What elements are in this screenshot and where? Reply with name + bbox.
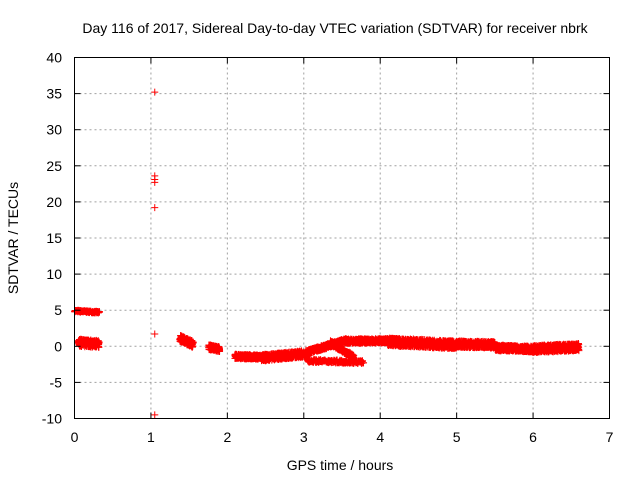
x-tick-label: 4: [376, 429, 384, 445]
x-tick-label: 6: [529, 429, 537, 445]
chart-title: Day 116 of 2017, Sidereal Day-to-day VTE…: [82, 20, 588, 36]
outlier-point: [151, 178, 159, 186]
outlier-point: [151, 411, 159, 419]
y-tick-label: 15: [46, 230, 62, 246]
outlier-point: [151, 330, 159, 338]
y-tick-label: 30: [46, 122, 62, 138]
outlier-point: [151, 204, 159, 212]
data-point: [215, 347, 223, 355]
data-point: [575, 341, 583, 349]
y-axis-label: SDTVAR / TECUs: [5, 182, 21, 294]
x-axis-label: GPS time / hours: [287, 457, 394, 473]
x-tick-label: 0: [71, 429, 79, 445]
y-tick-label: 0: [54, 338, 62, 354]
data-points: [71, 88, 583, 419]
y-tick-label: -5: [50, 374, 63, 390]
outlier-point: [151, 88, 159, 96]
data-point: [360, 359, 368, 367]
y-tick-label: 35: [46, 86, 62, 102]
y-tick-label: 25: [46, 158, 62, 174]
x-tick-label: 2: [223, 429, 231, 445]
data-point: [95, 339, 103, 347]
data-point: [188, 343, 196, 351]
y-tick-label: 5: [54, 302, 62, 318]
y-tick-label: -10: [42, 411, 62, 427]
axis-ticks: [74, 57, 610, 419]
data-point: [189, 339, 197, 347]
data-point: [94, 309, 102, 317]
x-tick-label: 7: [606, 429, 614, 445]
x-tick-label: 3: [300, 429, 308, 445]
x-tick-label: 5: [453, 429, 461, 445]
y-tick-label: 20: [46, 194, 62, 210]
x-tick-label: 1: [147, 429, 155, 445]
tick-labels: 0 1 2 3 4 5 6 7 -10 -5 0 5 10 15 20 25 30 35 40: [42, 50, 614, 446]
y-tick-label: 40: [46, 50, 62, 66]
y-tick-label: 10: [46, 266, 62, 282]
data-point: [95, 308, 103, 316]
